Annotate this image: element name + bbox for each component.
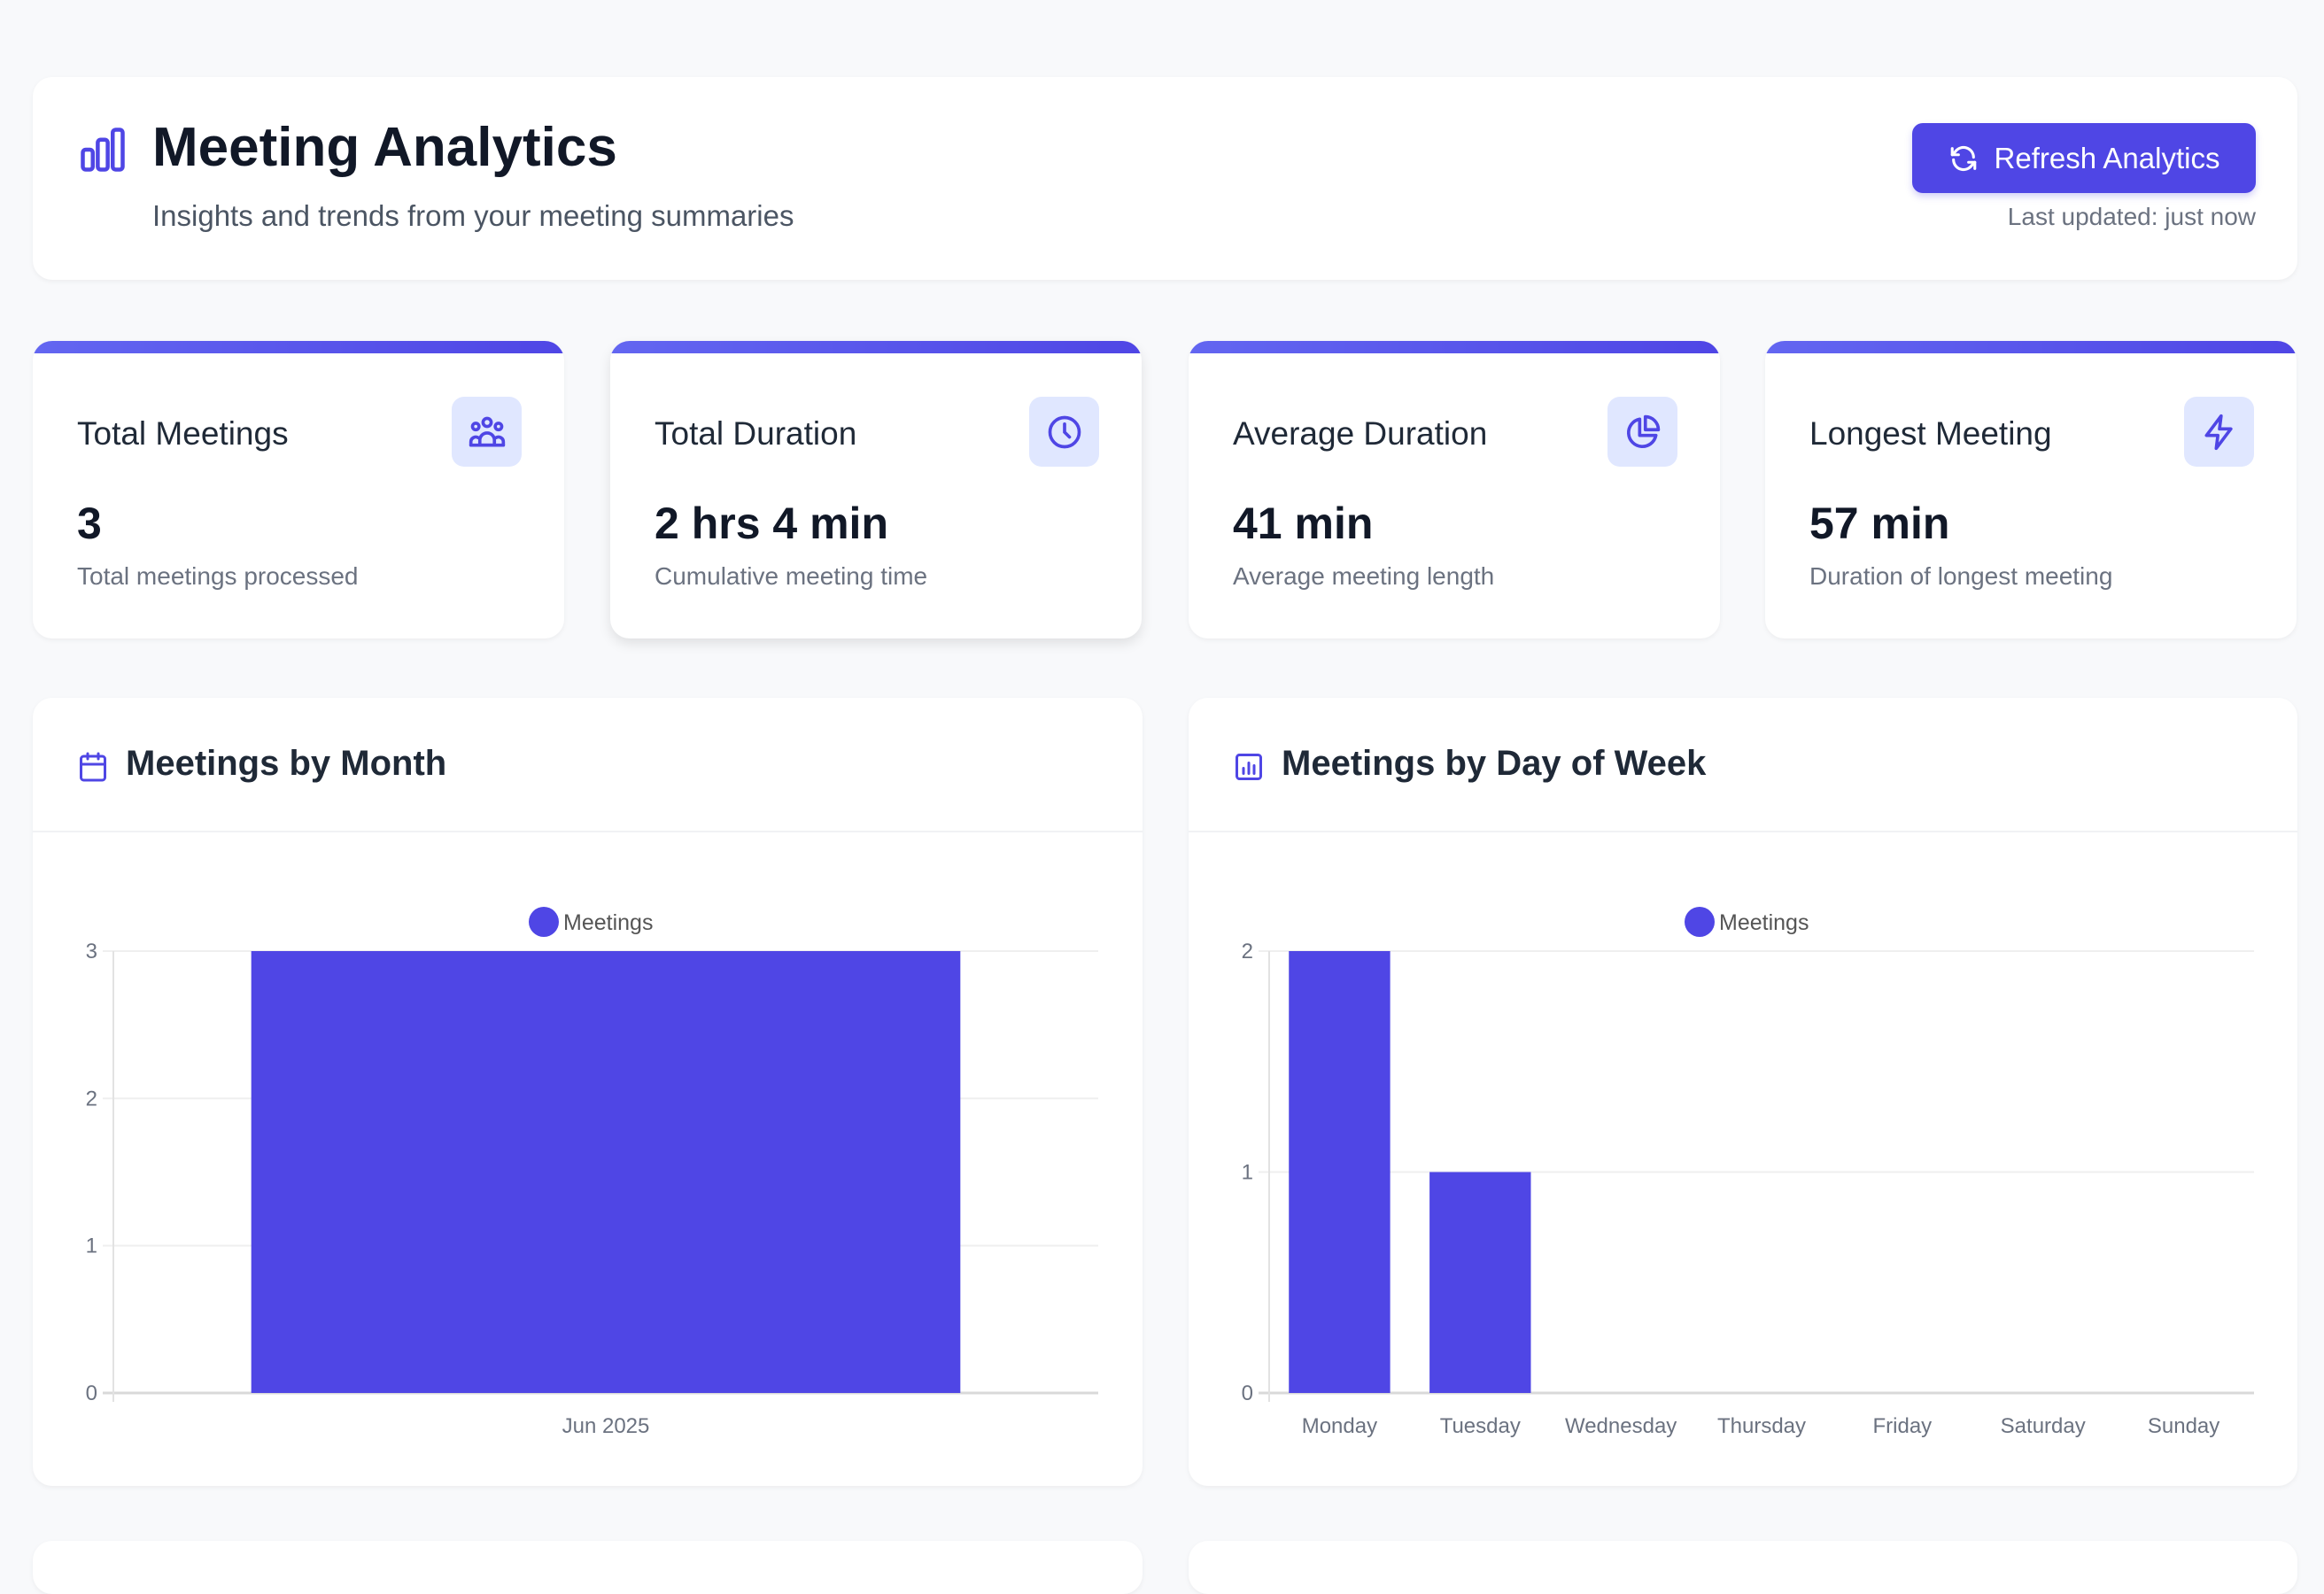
stat-card-accent-bar — [1189, 341, 1720, 353]
stat-icon-box — [452, 397, 522, 467]
chart-header: Meetings by Day of Week — [1189, 698, 2297, 832]
stat-label: Total Meetings — [77, 415, 289, 452]
legend-swatch — [529, 907, 559, 937]
refresh-icon — [1950, 145, 1976, 171]
y-tick-label: 2 — [86, 1087, 97, 1110]
refresh-analytics-label: Refresh Analytics — [1994, 141, 2220, 174]
users-icon — [469, 416, 505, 446]
pie-chart-icon — [1626, 414, 1660, 448]
y-tick-label: 3 — [86, 940, 97, 963]
stat-icon-box — [1029, 397, 1099, 467]
bar-chart-icon — [81, 128, 125, 172]
stat-description: Total meetings processed — [77, 562, 359, 590]
x-tick-label: Tuesday — [1440, 1414, 1521, 1438]
stat-card-average-duration: Average Duration 41 min Average meeting … — [1189, 341, 1720, 638]
meetings-by-month-card: Meetings by Month 0 1 2 3 Jun 2025 Meetings — [33, 698, 1143, 1486]
meetings-by-day-card: Meetings by Day of Week 0 1 2 Monday Tuesday… — [1189, 698, 2297, 1486]
x-tick-label: Sunday — [2148, 1414, 2219, 1438]
bar — [1429, 1172, 1531, 1393]
stat-icon-box — [2184, 397, 2254, 467]
clock-icon — [1048, 415, 1081, 448]
page-title: Meeting Analytics — [152, 117, 617, 178]
legend-swatch — [1685, 907, 1715, 937]
legend-label: Meetings — [563, 910, 653, 935]
meetings-by-month-chart: 0 1 2 3 Jun 2025 Meetings — [86, 907, 1098, 1438]
x-tick-label: Wednesday — [1565, 1414, 1677, 1438]
x-tick-label: Saturday — [2001, 1414, 2086, 1438]
meetings-by-day-chart: 0 1 2 Monday Tuesday Wednesday Thursday Friday S… — [1242, 907, 2254, 1438]
stat-label: Total Duration — [655, 415, 857, 452]
stat-value: 57 min — [1809, 499, 1950, 548]
x-tick-label: Thursday — [1717, 1414, 1806, 1438]
y-tick-label: 1 — [86, 1234, 97, 1258]
stat-card-total-duration: Total Duration 2 hrs 4 min Cumulative me… — [610, 341, 1142, 638]
y-tick-label: 2 — [1242, 940, 1253, 963]
stat-card-accent-bar — [610, 341, 1142, 353]
stat-label: Longest Meeting — [1809, 415, 2052, 452]
stat-icon-box — [1607, 397, 1677, 467]
x-tick-label: Friday — [1873, 1414, 1933, 1438]
stat-label: Average Duration — [1233, 415, 1488, 452]
calendar-icon — [80, 752, 106, 782]
legend-label: Meetings — [1719, 910, 1809, 935]
stat-card-longest-meeting: Longest Meeting 57 min Duration of longe… — [1765, 341, 2297, 638]
last-updated-text: Last updated: just now — [2007, 203, 2256, 230]
bar — [1289, 951, 1391, 1393]
stat-card-total-meetings: Total Meetings 3 Total meetings processe… — [33, 341, 564, 638]
stat-value: 2 hrs 4 min — [655, 499, 888, 548]
chart-title: Meetings by Month — [126, 744, 447, 783]
stat-description: Duration of longest meeting — [1809, 562, 2113, 590]
x-tick-label: Jun 2025 — [562, 1414, 650, 1438]
stat-value: 3 — [77, 499, 102, 548]
y-tick-label: 0 — [1242, 1381, 1253, 1405]
stat-card-accent-bar — [33, 341, 564, 353]
lower-card-left — [33, 1541, 1143, 1594]
x-tick-label: Monday — [1302, 1414, 1377, 1438]
chart-header: Meetings by Month — [33, 698, 1143, 832]
stat-description: Cumulative meeting time — [655, 562, 928, 590]
chart-title: Meetings by Day of Week — [1282, 744, 1707, 783]
lower-card-right — [1189, 1541, 2297, 1594]
header-card: Meeting Analytics Insights and trends fr… — [33, 77, 2297, 280]
stat-description: Average meeting length — [1233, 562, 1495, 590]
bar-chart-square-icon — [1236, 754, 1262, 780]
bar — [251, 951, 961, 1393]
y-tick-label: 0 — [86, 1381, 97, 1405]
stat-value: 41 min — [1233, 499, 1374, 548]
y-tick-label: 1 — [1242, 1161, 1253, 1185]
refresh-analytics-button[interactable]: Refresh Analytics — [1912, 123, 2256, 193]
lightning-icon — [2204, 414, 2233, 450]
stat-card-accent-bar — [1765, 341, 2297, 353]
page-subtitle: Insights and trends from your meeting su… — [152, 199, 794, 232]
